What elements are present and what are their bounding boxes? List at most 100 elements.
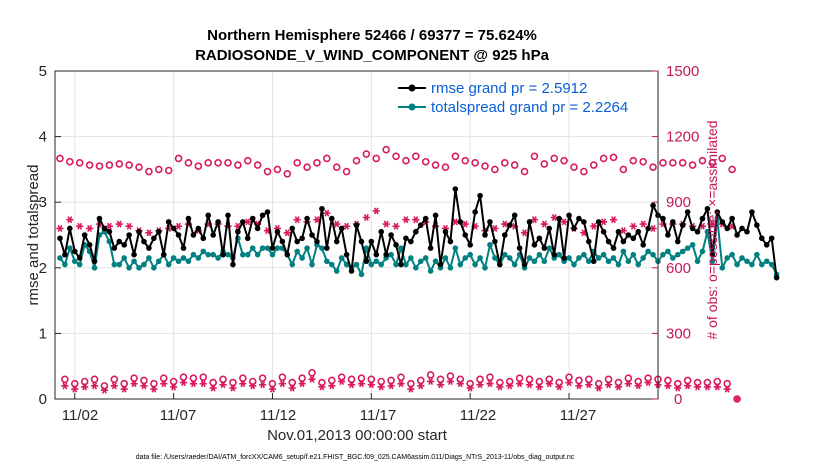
possible-obs-marker: [70, 379, 79, 388]
x-tick-label: 11/17: [360, 407, 396, 424]
assimilated-obs-marker: [338, 377, 346, 386]
possible-obs-marker: [585, 375, 593, 384]
possible-obs-marker: [283, 169, 292, 178]
totalspread-point: [254, 251, 261, 258]
assimilated-marker-stroke: [428, 377, 434, 386]
possible-obs-marker: [342, 167, 351, 176]
assimilated-marker-stroke: [507, 382, 513, 390]
assimilated-marker-stroke: [522, 229, 528, 237]
possible-obs-marker: [159, 374, 168, 383]
y-left-axis-label: rmse and totalspread: [25, 165, 42, 306]
assimilated-obs-marker: [258, 381, 267, 389]
assimilated-obs-marker: [268, 385, 277, 393]
totalspread-point: [571, 261, 577, 268]
assimilated-marker-stroke: [566, 379, 572, 387]
assimilated-obs-marker: [565, 379, 573, 387]
rmse-point: [724, 225, 730, 232]
rmse-point: [674, 238, 681, 245]
totalspread-point: [363, 245, 370, 251]
assimilated-marker-stroke: [146, 229, 152, 237]
rmse-point: [185, 215, 192, 222]
possible-obs-marker: [649, 163, 657, 172]
rmse-point: [694, 228, 701, 235]
assimilated-obs-marker: [249, 382, 257, 390]
x-axis-label: Nov.01,2013 00:00:00 start: [267, 427, 448, 444]
assimilated-marker-stroke: [477, 381, 483, 389]
assimilated-marker-stroke: [734, 395, 740, 403]
assimilated-obs-marker: [466, 384, 474, 392]
rmse-point: [230, 261, 236, 268]
rmse-point: [373, 251, 380, 258]
assimilated-obs-marker: [545, 380, 553, 388]
totalspread-point: [432, 258, 439, 265]
totalspread-point: [289, 261, 296, 268]
totalspread-point: [170, 255, 177, 261]
assimilated-obs-marker: [372, 207, 380, 215]
assimilated-obs-marker: [461, 220, 469, 228]
rmse-point: [472, 209, 478, 215]
totalspread-point: [536, 251, 543, 258]
possible-obs-marker: [130, 374, 138, 383]
assimilated-obs-marker: [476, 381, 484, 389]
assimilated-marker-stroke: [452, 218, 458, 226]
totalspread-point: [151, 265, 157, 271]
possible-obs-marker: [426, 371, 435, 379]
assimilated-marker-stroke: [462, 220, 468, 228]
totalspread-point: [670, 255, 676, 261]
assimilated-obs-marker: [120, 385, 128, 393]
totalspread-point: [205, 251, 212, 258]
rmse-point: [274, 228, 281, 235]
assimilated-marker-stroke: [635, 382, 641, 390]
rmse-point: [131, 251, 137, 258]
assimilated-marker-stroke: [413, 216, 419, 224]
assimilated-obs-marker: [145, 229, 153, 237]
totalspread-point: [754, 251, 760, 258]
series-layer: [56, 145, 780, 403]
assimilated-marker-stroke: [324, 209, 330, 217]
assimilated-obs-marker: [525, 381, 534, 389]
y-right-tick-label: 1500: [666, 63, 699, 80]
totalspread-point: [146, 255, 152, 261]
totalspread-point: [215, 255, 221, 261]
possible-obs-marker: [234, 161, 242, 169]
assimilated-obs-marker: [614, 383, 623, 391]
rmse-point: [541, 245, 548, 251]
assimilated-obs-marker: [288, 384, 296, 392]
possible-obs-marker: [372, 154, 381, 163]
totalspread-point: [62, 261, 68, 268]
totalspread-point: [674, 251, 681, 258]
assimilated-obs-marker: [496, 383, 504, 391]
totalspread-point: [566, 255, 572, 261]
totalspread-point: [309, 261, 315, 268]
rmse-point: [413, 228, 419, 235]
assimilated-marker-stroke: [260, 381, 266, 389]
totalspread-point: [660, 251, 666, 258]
assimilated-marker-stroke: [378, 383, 384, 391]
assimilated-marker-stroke: [576, 382, 582, 390]
assimilated-marker-stroke: [349, 381, 355, 389]
y-right-tick-label: 0: [674, 391, 682, 408]
rmse-point: [734, 232, 740, 238]
rmse-point: [566, 212, 572, 219]
rmse-point: [358, 238, 365, 245]
totalspread-point: [635, 261, 642, 268]
legend-rmse-marker: [408, 84, 416, 92]
rmse-point: [482, 232, 488, 238]
assimilated-marker-stroke: [704, 383, 710, 391]
rmse-point: [299, 235, 305, 242]
possible-obs-marker: [125, 161, 133, 169]
totalspread-point: [388, 251, 394, 258]
assimilated-marker-stroke: [388, 382, 394, 390]
assimilated-marker-stroke: [299, 380, 305, 388]
rmse-point: [546, 225, 553, 232]
totalspread-point: [640, 255, 646, 261]
rmse-point: [615, 228, 622, 235]
totalspread-point: [620, 248, 627, 255]
possible-obs-marker: [194, 162, 203, 170]
assimilated-marker-stroke: [314, 216, 320, 224]
rmse-point: [650, 202, 656, 209]
assimilated-obs-marker: [585, 381, 593, 389]
legend-rmse-label: rmse grand pr = 2.5912: [431, 80, 587, 97]
possible-obs-marker: [115, 160, 124, 168]
assimilated-marker-stroke: [408, 385, 414, 393]
